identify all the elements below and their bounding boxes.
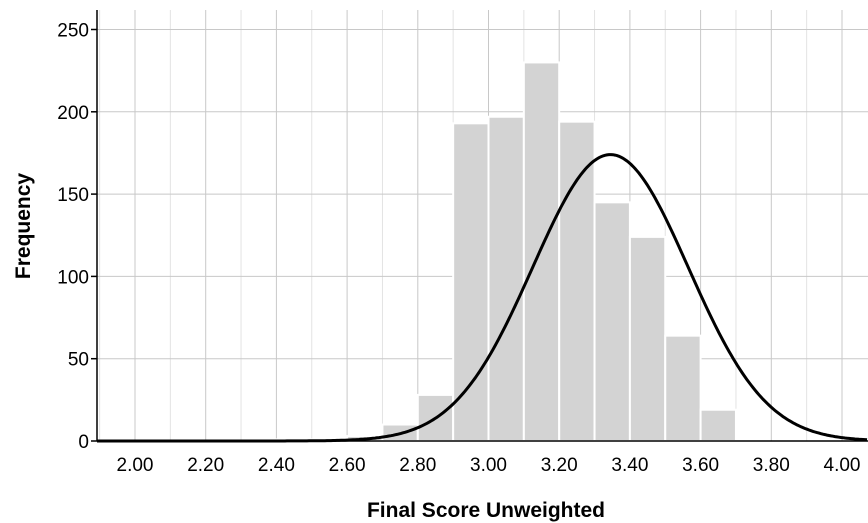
- y-tick-label-1: 50: [68, 350, 89, 371]
- x-tick-label-4: 2.80: [399, 455, 436, 476]
- x-tick-label-9: 3.80: [753, 455, 790, 476]
- y-tick-labels: 0 50 100 150 200 250: [57, 21, 89, 454]
- x-tick-label-1: 2.20: [187, 455, 224, 476]
- histogram-bar-9: [630, 237, 665, 441]
- histogram-bars: [276, 62, 736, 441]
- x-tick-label-3: 2.60: [329, 455, 366, 476]
- histogram-bar-6: [524, 62, 559, 441]
- x-tick-label-8: 3.60: [682, 455, 719, 476]
- y-tick-label-4: 200: [57, 103, 89, 124]
- y-tick-label-0: 0: [78, 432, 89, 453]
- histogram-bar-11: [701, 410, 736, 441]
- x-tick-label-5: 3.00: [470, 455, 507, 476]
- y-tick-label-2: 100: [57, 267, 89, 288]
- x-tick-labels: 2.00 2.20 2.40 2.60 2.80 3.00 3.20 3.40 3.60 3.80…: [117, 455, 861, 476]
- x-tick-label-0: 2.00: [117, 455, 154, 476]
- x-tick-label-6: 3.20: [541, 455, 578, 476]
- x-tick-label-10: 4.00: [824, 455, 861, 476]
- x-axis-title: Final Score Unweighted: [367, 499, 605, 522]
- histogram-bar-10: [665, 336, 700, 441]
- y-tick-label-3: 150: [57, 185, 89, 206]
- x-tick-label-2: 2.40: [258, 455, 295, 476]
- histogram-bar-4: [453, 123, 488, 441]
- histogram-bar-8: [595, 202, 630, 441]
- x-tick-label-7: 3.40: [611, 455, 648, 476]
- histogram-bar-7: [559, 122, 594, 441]
- y-tick-label-5: 250: [57, 21, 89, 42]
- histogram-bar-5: [489, 117, 524, 441]
- y-axis-title: Frequency: [12, 173, 35, 280]
